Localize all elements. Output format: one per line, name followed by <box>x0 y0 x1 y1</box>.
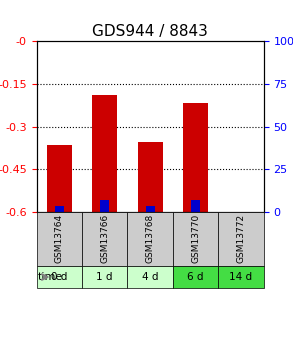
FancyBboxPatch shape <box>173 266 218 288</box>
FancyBboxPatch shape <box>173 212 218 266</box>
Text: GSM13764: GSM13764 <box>55 214 64 263</box>
Bar <box>100 200 109 212</box>
Text: 6 d: 6 d <box>187 272 204 282</box>
Text: 0 d: 0 d <box>51 272 67 282</box>
Bar <box>191 200 200 212</box>
Bar <box>47 145 72 212</box>
Bar <box>92 96 117 212</box>
Text: GSM13766: GSM13766 <box>100 214 109 264</box>
Text: GSM13768: GSM13768 <box>146 214 155 264</box>
Text: 1 d: 1 d <box>96 272 113 282</box>
Title: GDS944 / 8843: GDS944 / 8843 <box>92 24 208 39</box>
Text: 4 d: 4 d <box>142 272 159 282</box>
Text: time: time <box>38 272 63 282</box>
FancyBboxPatch shape <box>37 266 82 288</box>
Text: GSM13770: GSM13770 <box>191 214 200 264</box>
FancyBboxPatch shape <box>218 212 264 266</box>
Bar <box>55 206 64 212</box>
Bar <box>146 206 154 212</box>
Text: GSM13772: GSM13772 <box>236 214 246 263</box>
FancyBboxPatch shape <box>127 266 173 288</box>
FancyBboxPatch shape <box>218 266 264 288</box>
FancyBboxPatch shape <box>82 212 127 266</box>
FancyBboxPatch shape <box>37 212 82 266</box>
Bar <box>183 102 208 212</box>
Legend: log ratio, percentile rank within the sample: log ratio, percentile rank within the sa… <box>0 339 108 345</box>
FancyBboxPatch shape <box>82 266 127 288</box>
FancyBboxPatch shape <box>127 212 173 266</box>
Bar <box>138 142 163 212</box>
Text: 14 d: 14 d <box>229 272 253 282</box>
